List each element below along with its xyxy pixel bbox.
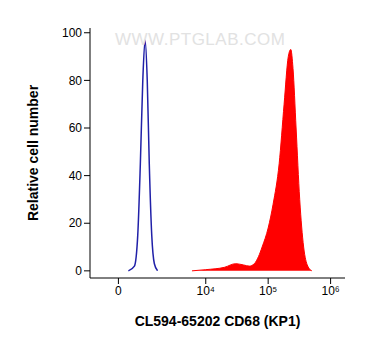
svg-text:10⁴: 10⁴ [196,284,215,298]
svg-text:CL594-65202 CD68 (KP1): CL594-65202 CD68 (KP1) [135,313,301,329]
html-text:WWW.PTGLAB.COM: WWW.PTGLAB.COM [115,30,286,49]
svg-text:Relative cell number: Relative cell number [25,84,41,221]
svg-text:60: 60 [69,121,83,135]
svg-text:10⁵: 10⁵ [259,284,277,298]
svg-text:20: 20 [69,216,83,230]
svg-text:40: 40 [69,169,83,183]
svg-text:0: 0 [75,264,82,278]
svg-text:10⁶: 10⁶ [321,284,339,298]
svg-text:100: 100 [62,26,82,40]
svg-text:0: 0 [115,284,122,298]
svg-text:80: 80 [69,74,83,88]
